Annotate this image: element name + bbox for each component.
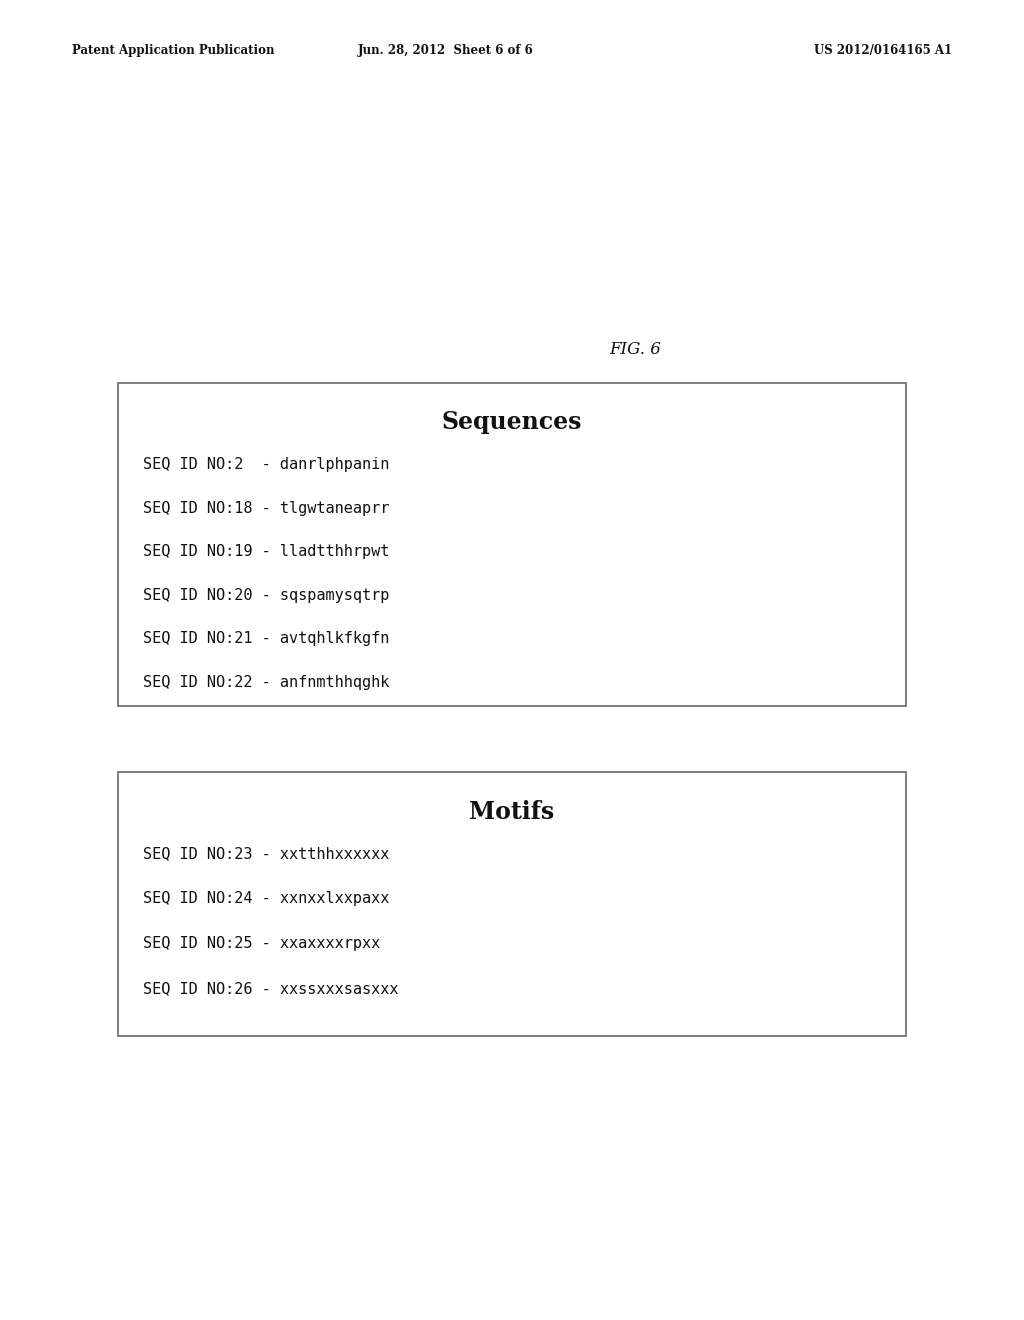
Text: SEQ ID NO:22 - anfnmthhqghk: SEQ ID NO:22 - anfnmthhqghk [143, 675, 390, 690]
Text: SEQ ID NO:25 - xxaxxxxrpxx: SEQ ID NO:25 - xxaxxxxrpxx [143, 936, 381, 952]
Text: Patent Application Publication: Patent Application Publication [72, 44, 274, 57]
Text: SEQ ID NO:19 - lladtthhrpwt: SEQ ID NO:19 - lladtthhrpwt [143, 544, 390, 560]
Text: SEQ ID NO:23 - xxtthhxxxxxx: SEQ ID NO:23 - xxtthhxxxxxx [143, 846, 390, 862]
Text: SEQ ID NO:24 - xxnxxlxxpaxx: SEQ ID NO:24 - xxnxxlxxpaxx [143, 891, 390, 907]
FancyBboxPatch shape [118, 383, 906, 706]
Text: SEQ ID NO:21 - avtqhlkfkgfn: SEQ ID NO:21 - avtqhlkfkgfn [143, 631, 390, 647]
FancyBboxPatch shape [118, 772, 906, 1036]
Text: Sequences: Sequences [441, 411, 583, 434]
Text: US 2012/0164165 A1: US 2012/0164165 A1 [814, 44, 952, 57]
Text: SEQ ID NO:26 - xxssxxxsasxxx: SEQ ID NO:26 - xxssxxxsasxxx [143, 981, 399, 997]
Text: FIG. 6: FIG. 6 [609, 342, 660, 358]
Text: SEQ ID NO:20 - sqspamysqtrp: SEQ ID NO:20 - sqspamysqtrp [143, 587, 390, 603]
Text: Motifs: Motifs [469, 800, 555, 824]
Text: Jun. 28, 2012  Sheet 6 of 6: Jun. 28, 2012 Sheet 6 of 6 [357, 44, 534, 57]
Text: SEQ ID NO:18 - tlgwtaneaprr: SEQ ID NO:18 - tlgwtaneaprr [143, 500, 390, 516]
Text: SEQ ID NO:2  - danrlphpanin: SEQ ID NO:2 - danrlphpanin [143, 457, 390, 473]
